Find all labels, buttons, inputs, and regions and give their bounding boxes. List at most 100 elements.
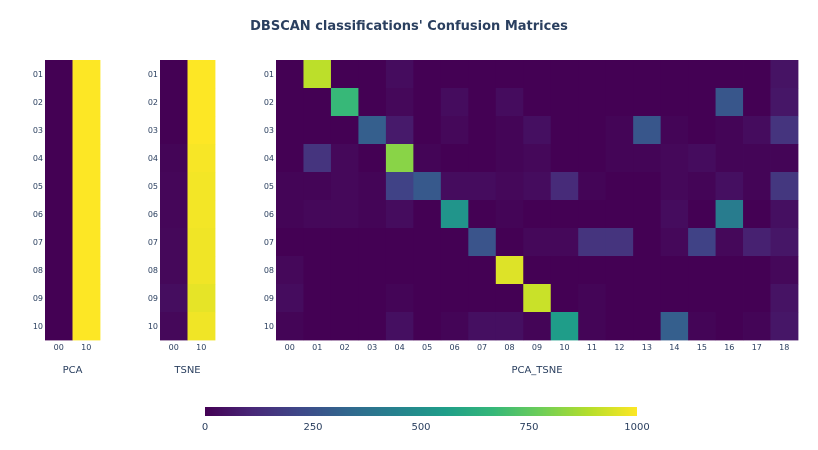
row-tick-label: 04: [33, 154, 43, 163]
heatmap-cell: [715, 172, 744, 201]
heatmap-cell: [72, 200, 101, 229]
heatmap-cell: [330, 284, 359, 313]
heatmap-cell: [550, 284, 579, 313]
heatmap-cell: [660, 284, 689, 313]
heatmap-cell: [660, 144, 689, 173]
heatmap-cell: [358, 172, 387, 201]
heatmap-cell: [187, 88, 216, 117]
column-tick-label: 03: [367, 343, 377, 352]
heatmap-cell: [187, 116, 216, 145]
heatmap-cell: [276, 312, 304, 341]
heatmap-cell: [688, 284, 716, 313]
heatmap-cell: [303, 60, 332, 89]
heatmap-cell: [358, 60, 387, 89]
heatmap-cell: [385, 172, 414, 201]
row-tick-label: 01: [33, 70, 43, 79]
heatmap-cell: [605, 116, 634, 145]
heatmap-cell: [605, 312, 634, 341]
heatmap-cell: [743, 60, 771, 89]
heatmap-cell: [187, 60, 216, 89]
heatmap-cell: [413, 228, 442, 257]
row-tick-label: 10: [33, 322, 43, 331]
heatmap-cell: [523, 312, 552, 341]
column-tick-label: 18: [779, 343, 789, 352]
heatmap-cell: [440, 312, 469, 341]
heatmap-cell: [550, 144, 579, 173]
heatmap-cell: [688, 200, 716, 229]
heatmap-cell: [468, 172, 497, 201]
heatmap-cell: [45, 228, 73, 257]
heatmap-cell: [385, 200, 414, 229]
heatmap-cell: [440, 284, 469, 313]
heatmap-cell: [743, 284, 771, 313]
heatmap-cell: [688, 228, 716, 257]
heatmap-cell: [523, 88, 552, 117]
heatmap-cell: [330, 312, 359, 341]
heatmap-cell: [45, 144, 73, 173]
heatmap-cell: [330, 60, 359, 89]
heatmap-panel-pca-tsne: 01 02 03 04 05 06 07 08 09 10 00 01 02 03 04 05 06 07 08 09…: [264, 60, 799, 376]
heatmap-cell: [770, 256, 799, 285]
heatmap-cell: [688, 256, 716, 285]
heatmap-cell: [385, 60, 414, 89]
heatmap-cell: [160, 228, 188, 257]
heatmap-cell: [660, 60, 689, 89]
heatmap-cell: [276, 88, 304, 117]
heatmap-cell: [413, 60, 442, 89]
heatmap-cell: [688, 116, 716, 145]
heatmap-cell: [633, 312, 662, 341]
heatmap-cell: [495, 228, 524, 257]
row-tick-label: 07: [148, 238, 158, 247]
row-tick-label: 07: [264, 238, 274, 247]
heatmap-cell: [715, 88, 744, 117]
colorbar-tick-label: 1000: [624, 422, 649, 433]
heatmap-cell: [440, 144, 469, 173]
heatmap-cell: [523, 116, 552, 145]
heatmap-cell: [358, 144, 387, 173]
column-tick-label: 00: [285, 343, 295, 352]
column-tick-label: 02: [340, 343, 350, 352]
heatmap-cell: [330, 144, 359, 173]
heatmap-cell: [276, 200, 304, 229]
heatmap-cell: [413, 284, 442, 313]
heatmap-cell: [358, 284, 387, 313]
heatmap-cell: [45, 88, 73, 117]
heatmap-cell: [45, 284, 73, 313]
column-tick-label: 10: [559, 343, 569, 352]
column-tick-label: 01: [312, 343, 322, 352]
heatmap-cell: [45, 116, 73, 145]
heatmap-cell: [605, 284, 634, 313]
heatmap-cell: [187, 200, 216, 229]
heatmap-cell: [578, 172, 607, 201]
heatmap-cell: [605, 60, 634, 89]
x-axis-title: PCA: [63, 365, 83, 376]
colorbar-tick-label: 500: [411, 422, 430, 433]
heatmap-cell: [160, 200, 188, 229]
heatmap-cell: [187, 256, 216, 285]
heatmap-cell: [550, 88, 579, 117]
heatmap-cell: [160, 60, 188, 89]
column-tick-label: 08: [504, 343, 514, 352]
row-tick-label: 09: [33, 294, 43, 303]
heatmap-cell: [385, 116, 414, 145]
heatmap-cell: [495, 172, 524, 201]
heatmap-cell: [633, 144, 662, 173]
heatmap-cell: [523, 60, 552, 89]
heatmap-cell: [276, 116, 304, 145]
heatmap-cell: [72, 284, 101, 313]
row-tick-label: 06: [264, 210, 274, 219]
heatmap-cell: [715, 256, 744, 285]
heatmap-cell: [660, 200, 689, 229]
heatmap-cell: [413, 88, 442, 117]
colorbar-tick-label: 750: [519, 422, 538, 433]
heatmap-cell: [358, 228, 387, 257]
heatmap-cell: [45, 200, 73, 229]
heatmap-panel-tsne: 01 02 03 04 05 06 07 08 09 10 00 10 TSNE: [148, 60, 216, 376]
heatmap-cell: [605, 88, 634, 117]
heatmap-cell: [715, 312, 744, 341]
heatmap-cell: [770, 88, 799, 117]
heatmap-cell: [72, 228, 101, 257]
heatmap-cell: [45, 60, 73, 89]
heatmap-cell: [578, 144, 607, 173]
row-tick-label: 08: [148, 266, 158, 275]
